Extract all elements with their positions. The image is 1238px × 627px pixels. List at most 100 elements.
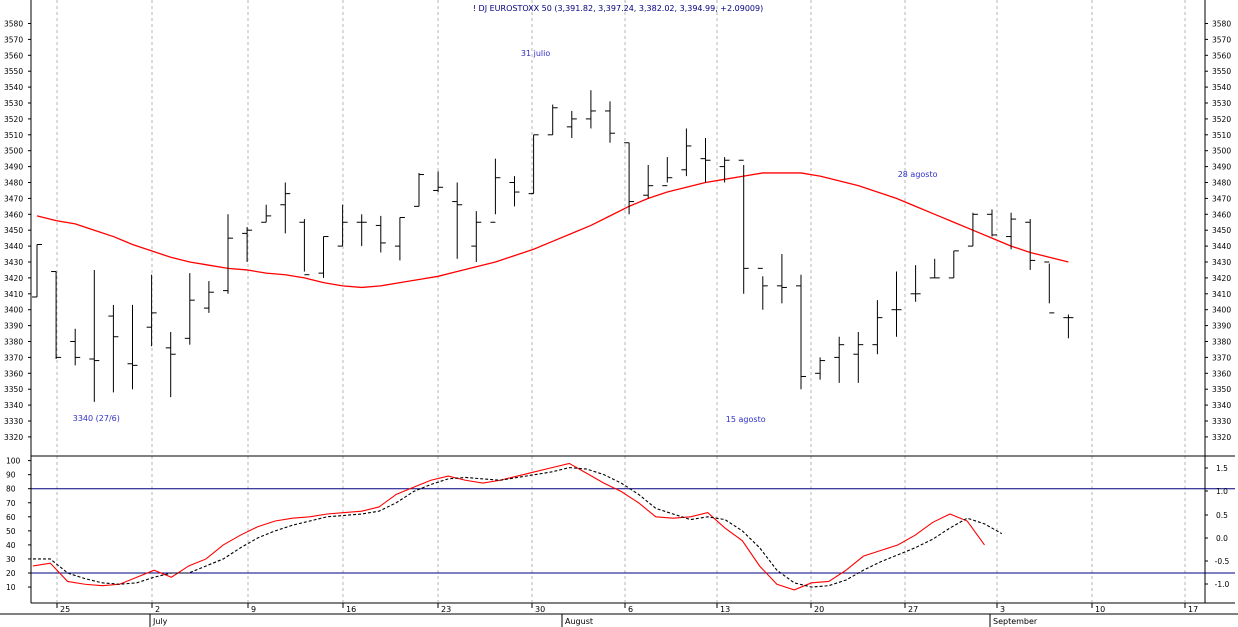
ohlc-bar (337, 204, 348, 247)
annotation-label: 31 julio (521, 49, 550, 58)
osc-tick-label-left: 40 (6, 541, 16, 550)
ohlc-bar (452, 182, 463, 259)
y-tick-label-right: 3440 (1212, 242, 1231, 251)
y-tick-label-left: 3500 (4, 147, 23, 156)
y-tick-label-right: 3380 (1212, 338, 1231, 347)
x-tick-label: 20 (814, 605, 824, 614)
y-tick-label-left: 3430 (4, 258, 23, 267)
osc-tick-label-right: -1.0 (1215, 580, 1230, 589)
y-tick-label-left: 3580 (4, 20, 23, 29)
y-tick-label-left: 3560 (4, 51, 23, 60)
y-tick-label-left: 3460 (4, 210, 23, 219)
ohlc-bar (299, 219, 310, 276)
osc-tick-label-left: 10 (6, 583, 16, 592)
osc-tick-label-right: 1.0 (1216, 487, 1228, 496)
month-label: July (152, 617, 168, 626)
y-tick-label-right: 3410 (1212, 290, 1231, 299)
osc-tick-label-right: 0.0 (1216, 534, 1228, 543)
y-tick-label-right: 3320 (1212, 433, 1231, 442)
ohlc-bar (127, 304, 138, 390)
ohlc-bar (796, 274, 806, 390)
ohlc-bar (585, 90, 596, 129)
ohlc-bar (242, 227, 253, 262)
x-tick-label: 2 (155, 605, 160, 614)
ohlc-bar (471, 211, 482, 262)
chart-title: ! DJ EUROSTOXX 50 (3,391.82, 3,397.24, 3… (473, 4, 763, 13)
osc-tick-label-left: 50 (6, 527, 16, 536)
ohlc-bar (872, 300, 883, 355)
y-tick-label-left: 3450 (4, 226, 23, 235)
ohlc-bar (375, 215, 386, 253)
ohlc-bar (681, 128, 692, 177)
ohlc-bar (184, 273, 195, 345)
ohlc-bar (490, 158, 501, 223)
y-tick-label-right: 3450 (1212, 226, 1231, 235)
y-tick-label-right: 3400 (1212, 306, 1231, 315)
ohlc-bar (1025, 219, 1036, 270)
y-tick-label-left: 3330 (4, 417, 23, 426)
y-tick-label-right: 3570 (1212, 35, 1231, 44)
ohlc-bar (719, 157, 730, 183)
y-tick-label-left: 3340 (4, 401, 23, 410)
y-tick-label-left: 3530 (4, 99, 23, 108)
y-tick-label-right: 3540 (1212, 83, 1231, 92)
oscillator-line (32, 462, 985, 591)
y-tick-label-right: 3330 (1212, 417, 1231, 426)
annotation-label: 15 agosto (726, 415, 766, 424)
ohlc-bar (547, 104, 558, 136)
y-tick-label-left: 3540 (4, 83, 23, 92)
ohlc-bar (948, 250, 959, 279)
ohlc-bar (146, 274, 157, 347)
y-tick-label-right: 3510 (1212, 131, 1231, 140)
y-tick-label-right: 3520 (1212, 115, 1231, 124)
x-tick-label: 10 (1095, 605, 1105, 614)
y-tick-label-left: 3350 (4, 385, 23, 394)
y-tick-label-right: 3500 (1212, 147, 1231, 156)
x-tick-label: 30 (535, 605, 545, 614)
y-tick-label-left: 3520 (4, 115, 23, 124)
y-tick-label-left: 3570 (4, 35, 23, 44)
ohlc-bar (891, 271, 902, 337)
y-tick-label-right: 3350 (1212, 385, 1231, 394)
x-tick-label: 25 (60, 605, 70, 614)
y-tick-label-left: 3320 (4, 433, 23, 442)
y-tick-label-left: 3490 (4, 163, 23, 172)
osc-tick-label-left: 90 (6, 471, 16, 480)
ohlc-bar (815, 357, 826, 380)
y-tick-label-right: 3340 (1212, 401, 1231, 410)
osc-tick-label-right: 1.5 (1216, 464, 1228, 473)
osc-tick-label-left: 80 (6, 485, 16, 494)
y-tick-label-right: 3420 (1212, 274, 1231, 283)
y-tick-label-left: 3510 (4, 131, 23, 140)
osc-tick-label-right: -0.5 (1215, 557, 1230, 566)
ohlc-bar (223, 214, 233, 294)
signal-line (33, 467, 1003, 588)
ohlc-bar (662, 157, 673, 187)
y-tick-label-left: 3390 (4, 322, 23, 331)
ohlc-bar (757, 267, 768, 310)
y-tick-label-right: 3370 (1212, 353, 1231, 362)
osc-tick-label-left: 30 (6, 555, 16, 564)
y-tick-label-right: 3360 (1212, 369, 1231, 378)
ohlc-bar (165, 331, 176, 398)
osc-tick-label-left: 20 (6, 569, 16, 578)
osc-tick-label-right: 0.5 (1216, 511, 1228, 520)
moving-average-line (36, 172, 1069, 289)
y-tick-label-left: 3470 (4, 194, 23, 203)
x-tick-label: 6 (628, 605, 633, 614)
month-label: September (993, 617, 1038, 626)
osc-tick-label-left: 100 (6, 457, 21, 466)
x-tick-label: 27 (908, 605, 918, 614)
x-tick-label: 16 (346, 605, 356, 614)
ohlc-bar (32, 244, 42, 298)
ohlc-bar (987, 209, 997, 237)
ohlc-bar (356, 214, 367, 247)
ohlc-bar (700, 137, 711, 183)
x-tick-label: 23 (441, 605, 451, 614)
y-tick-label-left: 3420 (4, 274, 23, 283)
ohlc-bar (70, 328, 81, 366)
y-tick-label-right: 3480 (1212, 179, 1231, 188)
